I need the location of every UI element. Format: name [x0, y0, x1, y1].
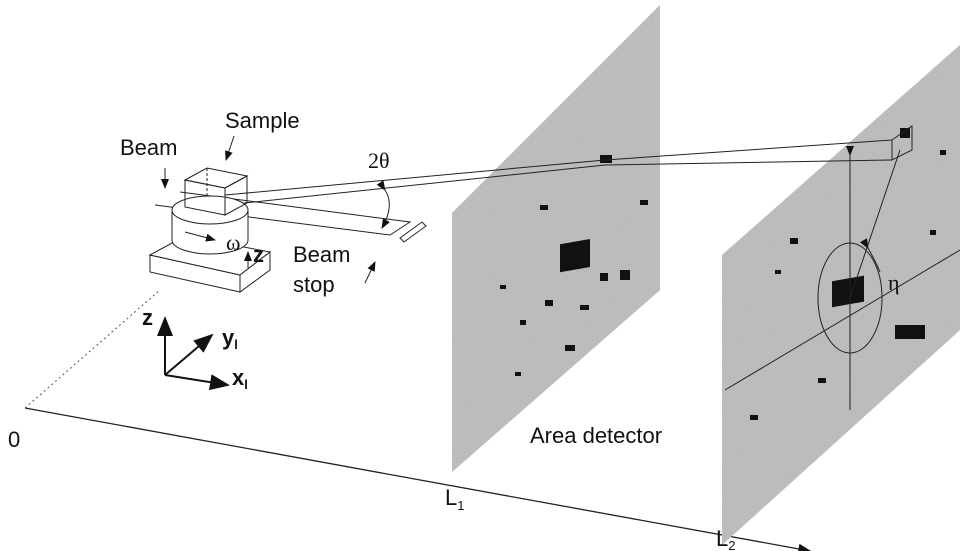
two-theta-label: 2θ: [368, 148, 390, 173]
z-stage-label: z: [253, 242, 264, 267]
beam-axis: [25, 408, 810, 551]
axis-z-label: z: [142, 305, 153, 330]
beam-stop-label-1: Beam: [293, 242, 350, 267]
axis-x-label: xl: [232, 365, 248, 392]
detector-1: [452, 5, 660, 472]
sample-label: Sample: [225, 108, 300, 133]
area-detector-label: Area detector: [530, 423, 662, 448]
dotted-guide: [25, 290, 160, 408]
omega-label: ω: [226, 230, 240, 255]
lab-axes: [165, 318, 228, 385]
axis-y-label: yl: [222, 325, 238, 352]
eta-label: η: [888, 270, 900, 295]
origin-label: 0: [8, 427, 20, 452]
beam-stop: [400, 222, 426, 242]
beam-stop-label-2: stop: [293, 272, 335, 297]
beam-label: Beam: [120, 135, 177, 160]
sample-stage: [150, 136, 375, 292]
diffraction-diagram: Sample Beam 2θ ω z Beam stop z yl xl 0 A…: [0, 0, 960, 551]
detector-2: [722, 45, 960, 545]
l1-label: L1: [445, 485, 464, 513]
